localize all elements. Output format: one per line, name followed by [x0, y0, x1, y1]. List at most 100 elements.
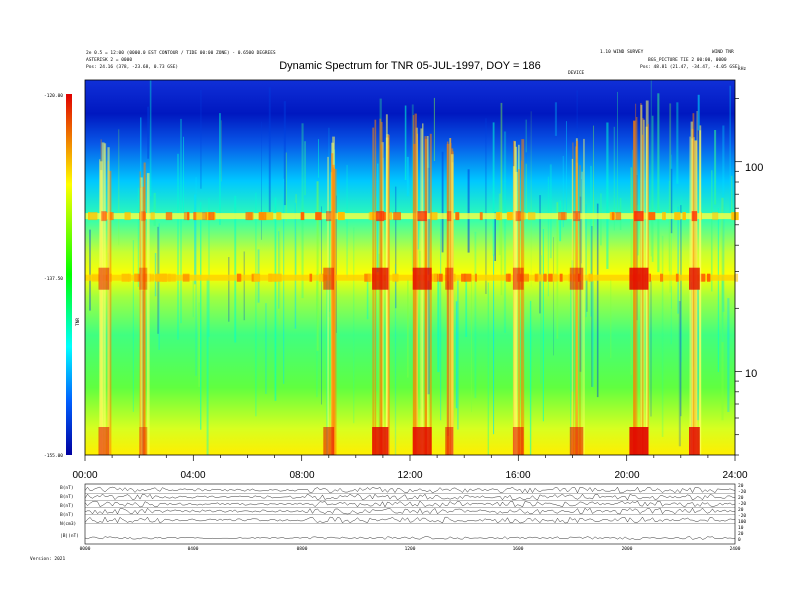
burst-column — [107, 147, 110, 455]
texture-streak — [132, 240, 134, 412]
burst-column — [146, 173, 150, 455]
band-blob — [88, 212, 91, 221]
burst-core — [512, 267, 524, 290]
texture-streak — [200, 90, 202, 189]
band-blob — [455, 212, 460, 221]
strip-time-label-1200: 1200 — [405, 546, 416, 552]
texture-streak — [328, 127, 330, 318]
texture-streak — [219, 113, 221, 225]
texture-streak — [670, 286, 672, 345]
band-blob — [183, 212, 190, 221]
texture-streak — [585, 204, 587, 318]
colorbar-tick-mid: -137.50 — [44, 276, 63, 282]
burst-column — [372, 127, 375, 455]
texture-streak — [441, 151, 444, 253]
band-blob — [561, 212, 567, 221]
y-tick-label-100: 100 — [745, 162, 763, 174]
band-blob — [148, 273, 154, 282]
strip-right-label-6: -20 — [738, 513, 746, 519]
header-left-line-1: 2e 0.5 = 12:00 (0000.0 EST CONTOUR / TID… — [86, 50, 276, 56]
texture-streak — [194, 194, 196, 285]
strip-time-label-0800: 0800 — [297, 546, 308, 552]
texture-streak — [727, 298, 730, 412]
texture-streak — [586, 278, 588, 312]
burst-column — [583, 138, 585, 455]
burst-column — [141, 186, 145, 455]
texture-streak — [153, 192, 156, 226]
parameter-strips: B(nT) B(nT) B(nT) B(nT) N(cm3) |B|(nT) 2… — [60, 483, 746, 552]
texture-streak — [539, 195, 541, 314]
band-blob — [245, 212, 253, 221]
emission-band — [85, 213, 735, 220]
texture-streak — [697, 94, 700, 131]
burst-column — [103, 143, 107, 456]
texture-streak — [474, 231, 477, 399]
burst-core — [569, 267, 584, 290]
texture-streak — [606, 122, 609, 269]
texture-streak — [591, 226, 593, 387]
band-blob — [265, 212, 274, 221]
texture-streak — [346, 164, 348, 278]
band-blob — [497, 212, 503, 221]
texture-streak — [610, 279, 612, 359]
texture-streak — [180, 118, 182, 324]
burst-base — [139, 427, 148, 455]
strip-right-label-4: -20 — [738, 501, 746, 507]
texture-streak — [329, 202, 331, 312]
texture-streak — [411, 104, 414, 272]
burst-core — [98, 267, 110, 290]
burst-column — [581, 171, 583, 455]
band-blob — [588, 273, 593, 282]
x-tick-label-0400: 04:00 — [180, 470, 205, 481]
burst-column — [429, 133, 432, 456]
strip-time-label-1600: 1600 — [513, 546, 524, 552]
texture-streak — [406, 156, 409, 197]
strip-right-label-2: -20 — [738, 489, 746, 495]
burst-column — [515, 146, 518, 456]
strip-time-label-2400: 2400 — [730, 546, 741, 552]
texture-streak — [678, 301, 681, 447]
strip-right-label-1: 20 — [738, 483, 744, 489]
texture-streak — [542, 229, 544, 422]
band-blob — [660, 273, 664, 282]
texture-streak — [592, 280, 594, 387]
header-device-label: DEVICE — [568, 70, 585, 76]
burst-base — [445, 427, 454, 455]
burst-column — [512, 166, 516, 455]
texture-streak — [669, 103, 672, 293]
texture-streak — [632, 149, 633, 267]
header-right-line-1: 1.10 WIND SURVEY — [600, 49, 644, 55]
colorbar — [66, 94, 72, 455]
strip-trace — [84, 500, 736, 508]
strip-right-label-9: 20 — [738, 531, 744, 537]
band-blob — [611, 212, 615, 221]
burst-column — [99, 159, 101, 456]
texture-streak — [467, 169, 470, 253]
burst-column — [108, 170, 112, 456]
band-blob — [236, 273, 242, 282]
texture-streak — [593, 125, 594, 230]
band-blob — [367, 273, 374, 282]
burst-column — [101, 142, 105, 455]
texture-streak — [243, 251, 245, 321]
texture-streak — [471, 276, 472, 412]
burst-core — [139, 267, 148, 290]
texture-streak — [318, 139, 319, 178]
texture-streak — [294, 202, 297, 329]
band-blob — [258, 212, 267, 221]
band-blob — [276, 212, 282, 221]
band-blob — [675, 273, 679, 282]
burst-core — [445, 267, 454, 290]
texture-streak — [576, 90, 578, 156]
texture-streak — [494, 212, 496, 261]
texture-streak — [650, 280, 652, 417]
band-blob — [150, 212, 155, 221]
texture-streak — [455, 301, 458, 409]
x-tick-label-0000: 00:00 — [72, 470, 97, 481]
strip-right-label-8: 10 — [738, 525, 744, 531]
burst-core — [689, 267, 700, 290]
band-blob — [674, 212, 681, 221]
burst-core — [323, 267, 335, 290]
band-blob — [662, 212, 666, 221]
burst-core — [412, 267, 432, 290]
